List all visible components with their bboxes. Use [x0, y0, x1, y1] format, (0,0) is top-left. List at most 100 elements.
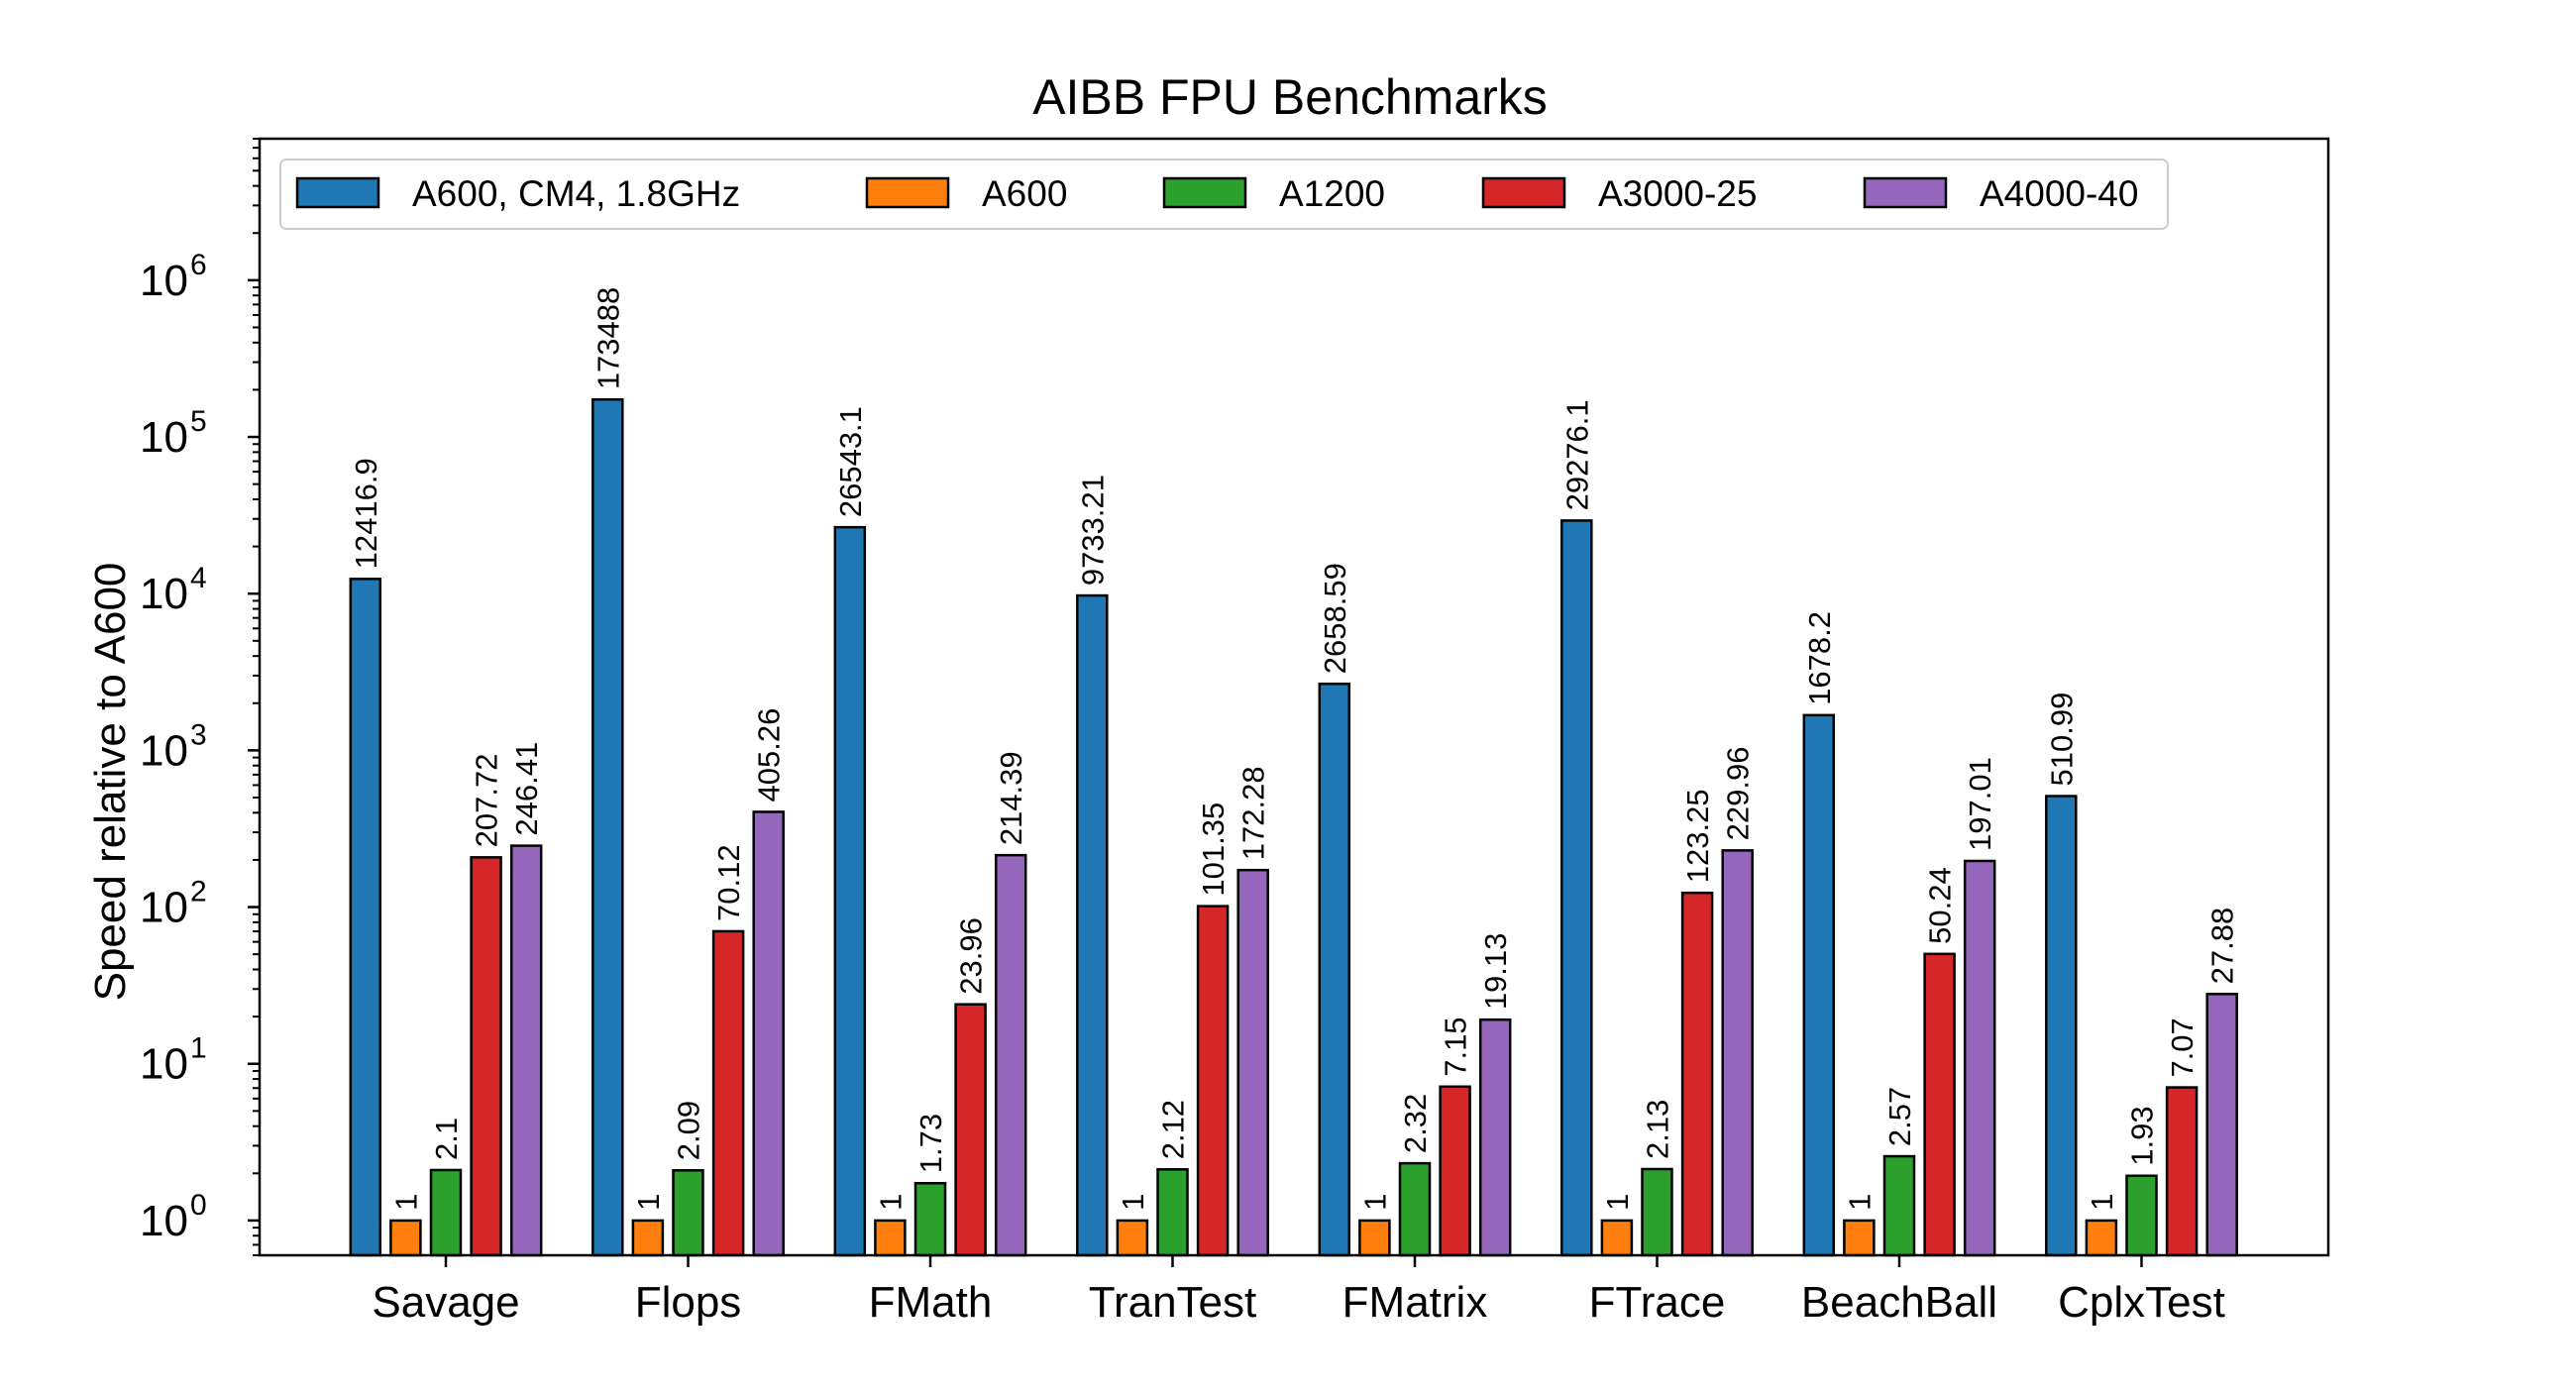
bars-layer [349, 397, 2238, 1257]
y-axis-label: Speed relative to A600 [86, 563, 135, 1002]
data-label-cplxtest-a600: 1 [2085, 1194, 2119, 1211]
x-tick-label-fmatrix: FMatrix [1342, 1278, 1488, 1327]
data-label-ftrace-a3000-25: 123.25 [1680, 789, 1715, 883]
bar-fmath-a3000-25 [954, 1003, 987, 1257]
data-label-ftrace-a4000-40: 229.96 [1721, 747, 1756, 841]
bar-flops-a4000-40 [752, 810, 785, 1257]
legend-swatch-a4000-40 [1863, 176, 1948, 209]
bar-fmath-a600 [874, 1219, 907, 1257]
data-label-flops-a4000-40: 405.26 [752, 708, 787, 803]
x-tick-label-ftrace: FTrace [1589, 1278, 1726, 1327]
y-tick-exponent-1000000: 6 [190, 249, 207, 281]
data-label-trantest-a600-cm4-1-8ghz: 9733.21 [1075, 475, 1110, 586]
data-label-flops-a600-cm4-1-8ghz: 173488 [590, 287, 625, 389]
bar-savage-a600 [389, 1219, 422, 1257]
bar-fmath-a1200 [913, 1182, 947, 1257]
y-tick-label-1000000: 10 [140, 257, 188, 305]
x-tick-label-beachball: BeachBall [1801, 1278, 1997, 1327]
legend-swatch-a1200 [1162, 176, 1247, 209]
bar-fmatrix-a1200 [1398, 1161, 1432, 1257]
bar-cplxtest-a600 [2085, 1219, 2118, 1257]
bar-flops-a1200 [672, 1169, 704, 1257]
data-label-cplxtest-a3000-25: 7.07 [2165, 1017, 2200, 1077]
bar-flops-a600 [631, 1219, 665, 1257]
legend-label-a4000-40: A4000-40 [1980, 173, 2138, 214]
bar-fmatrix-a600 [1358, 1219, 1391, 1257]
bar-savage-a4000-40 [509, 844, 543, 1257]
bar-beachball-a3000-25 [1923, 952, 1956, 1257]
data-label-trantest-a1200: 2.12 [1156, 1100, 1191, 1159]
bar-cplxtest-a3000-25 [2165, 1086, 2199, 1257]
data-label-cplxtest-a600-cm4-1-8ghz: 510.99 [2044, 693, 2079, 787]
data-label-fmatrix-a600-cm4-1-8ghz: 2658.59 [1318, 563, 1352, 674]
bar-ftrace-a4000-40 [1721, 849, 1754, 1257]
data-label-ftrace-a1200: 2.13 [1641, 1100, 1675, 1159]
bar-savage-a1200 [429, 1168, 463, 1257]
data-label-cplxtest-a1200: 1.93 [2125, 1106, 2160, 1165]
y-tick-exponent-1000: 3 [190, 718, 207, 751]
x-tick-label-cplxtest: CplxTest [2058, 1278, 2225, 1327]
data-label-beachball-a3000-25: 50.24 [1923, 867, 1958, 944]
bar-beachball-a1200 [1882, 1154, 1916, 1257]
x-tick-label-savage: Savage [372, 1278, 519, 1327]
y-tick-exponent-100: 2 [190, 876, 207, 909]
bar-ftrace-a600 [1600, 1219, 1634, 1257]
bar-beachball-a600 [1843, 1219, 1876, 1257]
y-tick-label-10000: 10 [140, 570, 188, 618]
bar-flops-a3000-25 [711, 929, 745, 1257]
bar-trantest-a600-cm4-1-8ghz [1076, 593, 1109, 1257]
bar-trantest-a4000-40 [1236, 868, 1269, 1257]
data-label-fmath-a600-cm4-1-8ghz: 26543.1 [833, 406, 868, 517]
bar-ftrace-a600-cm4-1-8ghz [1560, 519, 1593, 1257]
y-tick-exponent-10: 1 [190, 1032, 207, 1065]
x-tick-label-flops: Flops [635, 1278, 742, 1327]
bar-savage-a3000-25 [470, 856, 502, 1257]
legend: A600, CM4, 1.8GHz A600 A1200 A3000-25 A4000-… [279, 159, 2169, 230]
x-tick-label-fmath: FMath [869, 1278, 993, 1327]
data-label-cplxtest-a4000-40: 27.88 [2205, 908, 2240, 985]
bar-fmatrix-a3000-25 [1439, 1085, 1471, 1257]
bar-fmath-a4000-40 [994, 853, 1027, 1257]
legend-label-a1200: A1200 [1279, 173, 1385, 214]
data-label-savage-a600: 1 [388, 1194, 423, 1211]
data-label-fmatrix-a4000-40: 19.13 [1478, 933, 1513, 1011]
bar-cplxtest-a4000-40 [2205, 993, 2238, 1257]
chart-title: AIBB FPU Benchmarks [1032, 69, 1548, 125]
legend-swatch-a600 [865, 176, 950, 209]
y-tick-label-10: 10 [140, 1040, 188, 1089]
data-label-trantest-a3000-25: 101.35 [1196, 803, 1231, 897]
plot-frame [258, 137, 2330, 1257]
bar-trantest-a600 [1116, 1219, 1149, 1257]
data-label-fmath-a3000-25: 23.96 [954, 917, 989, 995]
bar-fmatrix-a4000-40 [1478, 1017, 1512, 1257]
legend-label-a3000-25: A3000-25 [1598, 173, 1757, 214]
bar-trantest-a1200 [1156, 1168, 1189, 1257]
data-label-trantest-a600: 1 [1116, 1194, 1150, 1211]
data-label-ftrace-a600: 1 [1600, 1194, 1635, 1211]
data-label-savage-a1200: 2.1 [429, 1118, 464, 1160]
data-label-savage-a600-cm4-1-8ghz: 12416.9 [349, 458, 383, 569]
y-tick-label-100: 10 [140, 884, 188, 932]
y-tick-label-1000: 10 [140, 726, 188, 775]
y-tick-label-100000: 10 [140, 413, 188, 462]
data-label-beachball-a600: 1 [1842, 1194, 1877, 1211]
y-tick-exponent-100000: 5 [190, 405, 207, 438]
data-label-flops-a3000-25: 70.12 [711, 844, 746, 921]
y-tick-exponent-10000: 4 [190, 562, 207, 594]
bar-beachball-a4000-40 [1963, 859, 1996, 1257]
bar-flops-a600-cm4-1-8ghz [591, 397, 624, 1257]
legend-label-a600: A600 [982, 173, 1067, 214]
bar-ftrace-a3000-25 [1680, 891, 1714, 1257]
data-label-flops-a1200: 2.09 [672, 1101, 706, 1160]
bar-trantest-a3000-25 [1196, 905, 1230, 1257]
y-tick-label-1: 10 [140, 1197, 188, 1245]
bar-cplxtest-a1200 [2125, 1174, 2158, 1257]
data-label-beachball-a4000-40: 197.01 [1963, 757, 1997, 851]
data-label-fmath-a4000-40: 214.39 [994, 751, 1028, 845]
y-tick-exponent-1: 0 [190, 1189, 207, 1222]
legend-label-a600-cm4-1-8ghz: A600, CM4, 1.8GHz [412, 173, 740, 214]
bar-fmatrix-a600-cm4-1-8ghz [1318, 682, 1351, 1257]
bar-savage-a600-cm4-1-8ghz [349, 578, 382, 1257]
